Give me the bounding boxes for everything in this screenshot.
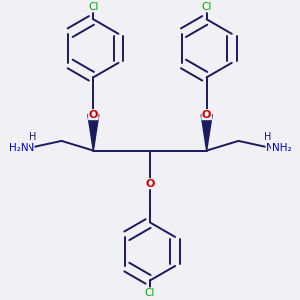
Text: NH₂: NH₂ [272, 143, 291, 153]
Text: O: O [89, 110, 98, 120]
Polygon shape [201, 115, 212, 151]
Text: Cl: Cl [88, 2, 98, 12]
Text: H: H [29, 132, 36, 142]
Text: Cl: Cl [145, 288, 155, 298]
Text: N: N [26, 143, 34, 153]
Text: O: O [202, 110, 211, 120]
Text: Cl: Cl [202, 2, 212, 12]
Text: H₂N: H₂N [9, 143, 28, 153]
Text: N: N [266, 143, 275, 153]
Text: H: H [264, 132, 271, 142]
Text: O: O [145, 179, 155, 189]
Polygon shape [88, 115, 99, 151]
